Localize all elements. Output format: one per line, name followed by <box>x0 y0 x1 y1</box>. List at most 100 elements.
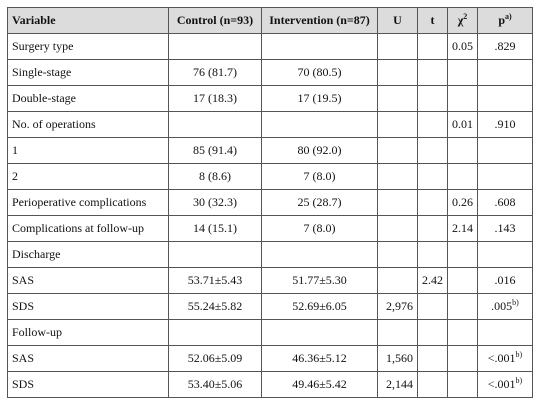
table-cell: Double-stage <box>7 85 169 112</box>
table-cell: .143 <box>477 215 533 242</box>
table-row: Surgery type 0.05.829 <box>7 33 533 60</box>
table-cell: Perioperative complications <box>7 189 169 216</box>
table-cell <box>447 241 478 268</box>
table-row: SDS 53.40±5.06 49.46±5.42 2,144 <.001b) <box>7 371 533 398</box>
table-cell <box>261 33 378 60</box>
table-cell <box>377 137 418 164</box>
table-cell: .608 <box>477 189 533 216</box>
table-cell: 51.77±5.30 <box>261 267 378 294</box>
table-header: Variable Control (n=93) Intervention (n=87… <box>7 7 533 34</box>
table-cell <box>417 215 448 242</box>
superscript: 2 <box>463 12 468 21</box>
table-cell <box>377 319 418 346</box>
cell-text: χ <box>457 13 464 27</box>
table-cell <box>417 345 448 372</box>
table-row: Single-stage 76 (81.7) 70 (80.5) <box>7 59 533 86</box>
header-cell: U <box>377 7 418 34</box>
table-cell: 2.42 <box>417 267 448 294</box>
table-cell <box>261 111 378 138</box>
table-cell: <.001b) <box>477 371 533 398</box>
table-cell: Follow-up <box>7 319 169 346</box>
table-cell <box>477 85 533 112</box>
table-cell <box>417 163 448 190</box>
table-cell <box>417 319 448 346</box>
table-cell <box>261 241 378 268</box>
table-cell <box>417 241 448 268</box>
table-cell: 0.26 <box>447 189 478 216</box>
table-row: Discharge <box>7 241 533 268</box>
table-cell <box>377 59 418 86</box>
table-cell <box>447 371 478 398</box>
table-cell: .910 <box>477 111 533 138</box>
table-cell <box>377 241 418 268</box>
cell-text: .005 <box>491 299 513 313</box>
table-body: Surgery type 0.05.829 Single-stage 76 (81.7… <box>7 33 533 398</box>
table-cell: 1,560 <box>377 345 418 372</box>
table-cell <box>447 163 478 190</box>
table-row: Complications at follow-up 14 (15.1) 7 (8.… <box>7 215 533 242</box>
table-cell <box>168 33 262 60</box>
cell-text: p <box>498 13 505 27</box>
table-cell: 2 <box>7 163 169 190</box>
header-row: Variable Control (n=93) Intervention (n=87… <box>7 7 533 34</box>
table-cell <box>377 111 418 138</box>
table-cell: 2,976 <box>377 293 418 320</box>
table-cell <box>417 189 448 216</box>
superscript: b) <box>515 350 523 359</box>
table-cell: SAS <box>7 267 169 294</box>
table-cell: Single-stage <box>7 59 169 86</box>
table-cell: 76 (81.7) <box>168 59 262 86</box>
table-row: No. of operations 0.01.910 <box>7 111 533 138</box>
header-cell: Variable <box>7 7 169 34</box>
table-cell <box>417 85 448 112</box>
table-cell: 17 (18.3) <box>168 85 262 112</box>
table-cell: SDS <box>7 293 169 320</box>
table-cell: 14 (15.1) <box>168 215 262 242</box>
table-cell: 53.71±5.43 <box>168 267 262 294</box>
table-cell: 0.05 <box>447 33 478 60</box>
cell-text: <.001 <box>487 351 516 365</box>
table-cell: 30 (32.3) <box>168 189 262 216</box>
table-cell: No. of operations <box>7 111 169 138</box>
table-cell: SAS <box>7 345 169 372</box>
table-cell: 49.46±5.42 <box>261 371 378 398</box>
table-cell <box>377 189 418 216</box>
table-cell <box>477 241 533 268</box>
cell-text: <.001 <box>487 377 516 391</box>
table-cell <box>168 241 262 268</box>
table-cell <box>477 319 533 346</box>
superscript: b) <box>515 376 523 385</box>
table-cell <box>477 137 533 164</box>
table-cell <box>447 267 478 294</box>
table-row: SDS 55.24±5.82 52.69±6.05 2,976 .005b) <box>7 293 533 320</box>
table-cell <box>477 163 533 190</box>
table-cell <box>477 59 533 86</box>
table-cell: .005b) <box>477 293 533 320</box>
table-cell <box>417 59 448 86</box>
table-cell <box>168 111 262 138</box>
table-cell: 25 (28.7) <box>261 189 378 216</box>
table-cell: 8 (8.6) <box>168 163 262 190</box>
table-cell <box>417 33 448 60</box>
table-row: Follow-up <box>7 319 533 346</box>
table-cell <box>377 85 418 112</box>
table-cell: 52.69±6.05 <box>261 293 378 320</box>
header-cell: χ2 <box>447 7 478 34</box>
table-cell <box>417 293 448 320</box>
table-cell: 53.40±5.06 <box>168 371 262 398</box>
table-cell: 17 (19.5) <box>261 85 378 112</box>
table-cell <box>377 215 418 242</box>
table-cell: Discharge <box>7 241 169 268</box>
table-cell <box>447 59 478 86</box>
table-cell <box>417 137 448 164</box>
table-row: 1 85 (91.4) 80 (92.0) <box>7 137 533 164</box>
table-cell <box>417 371 448 398</box>
table-cell: 52.06±5.09 <box>168 345 262 372</box>
table-cell: 80 (92.0) <box>261 137 378 164</box>
table-cell <box>168 319 262 346</box>
table-cell <box>417 111 448 138</box>
table-cell: 55.24±5.82 <box>168 293 262 320</box>
table-row: Perioperative complications 30 (32.3) 25 (… <box>7 189 533 216</box>
